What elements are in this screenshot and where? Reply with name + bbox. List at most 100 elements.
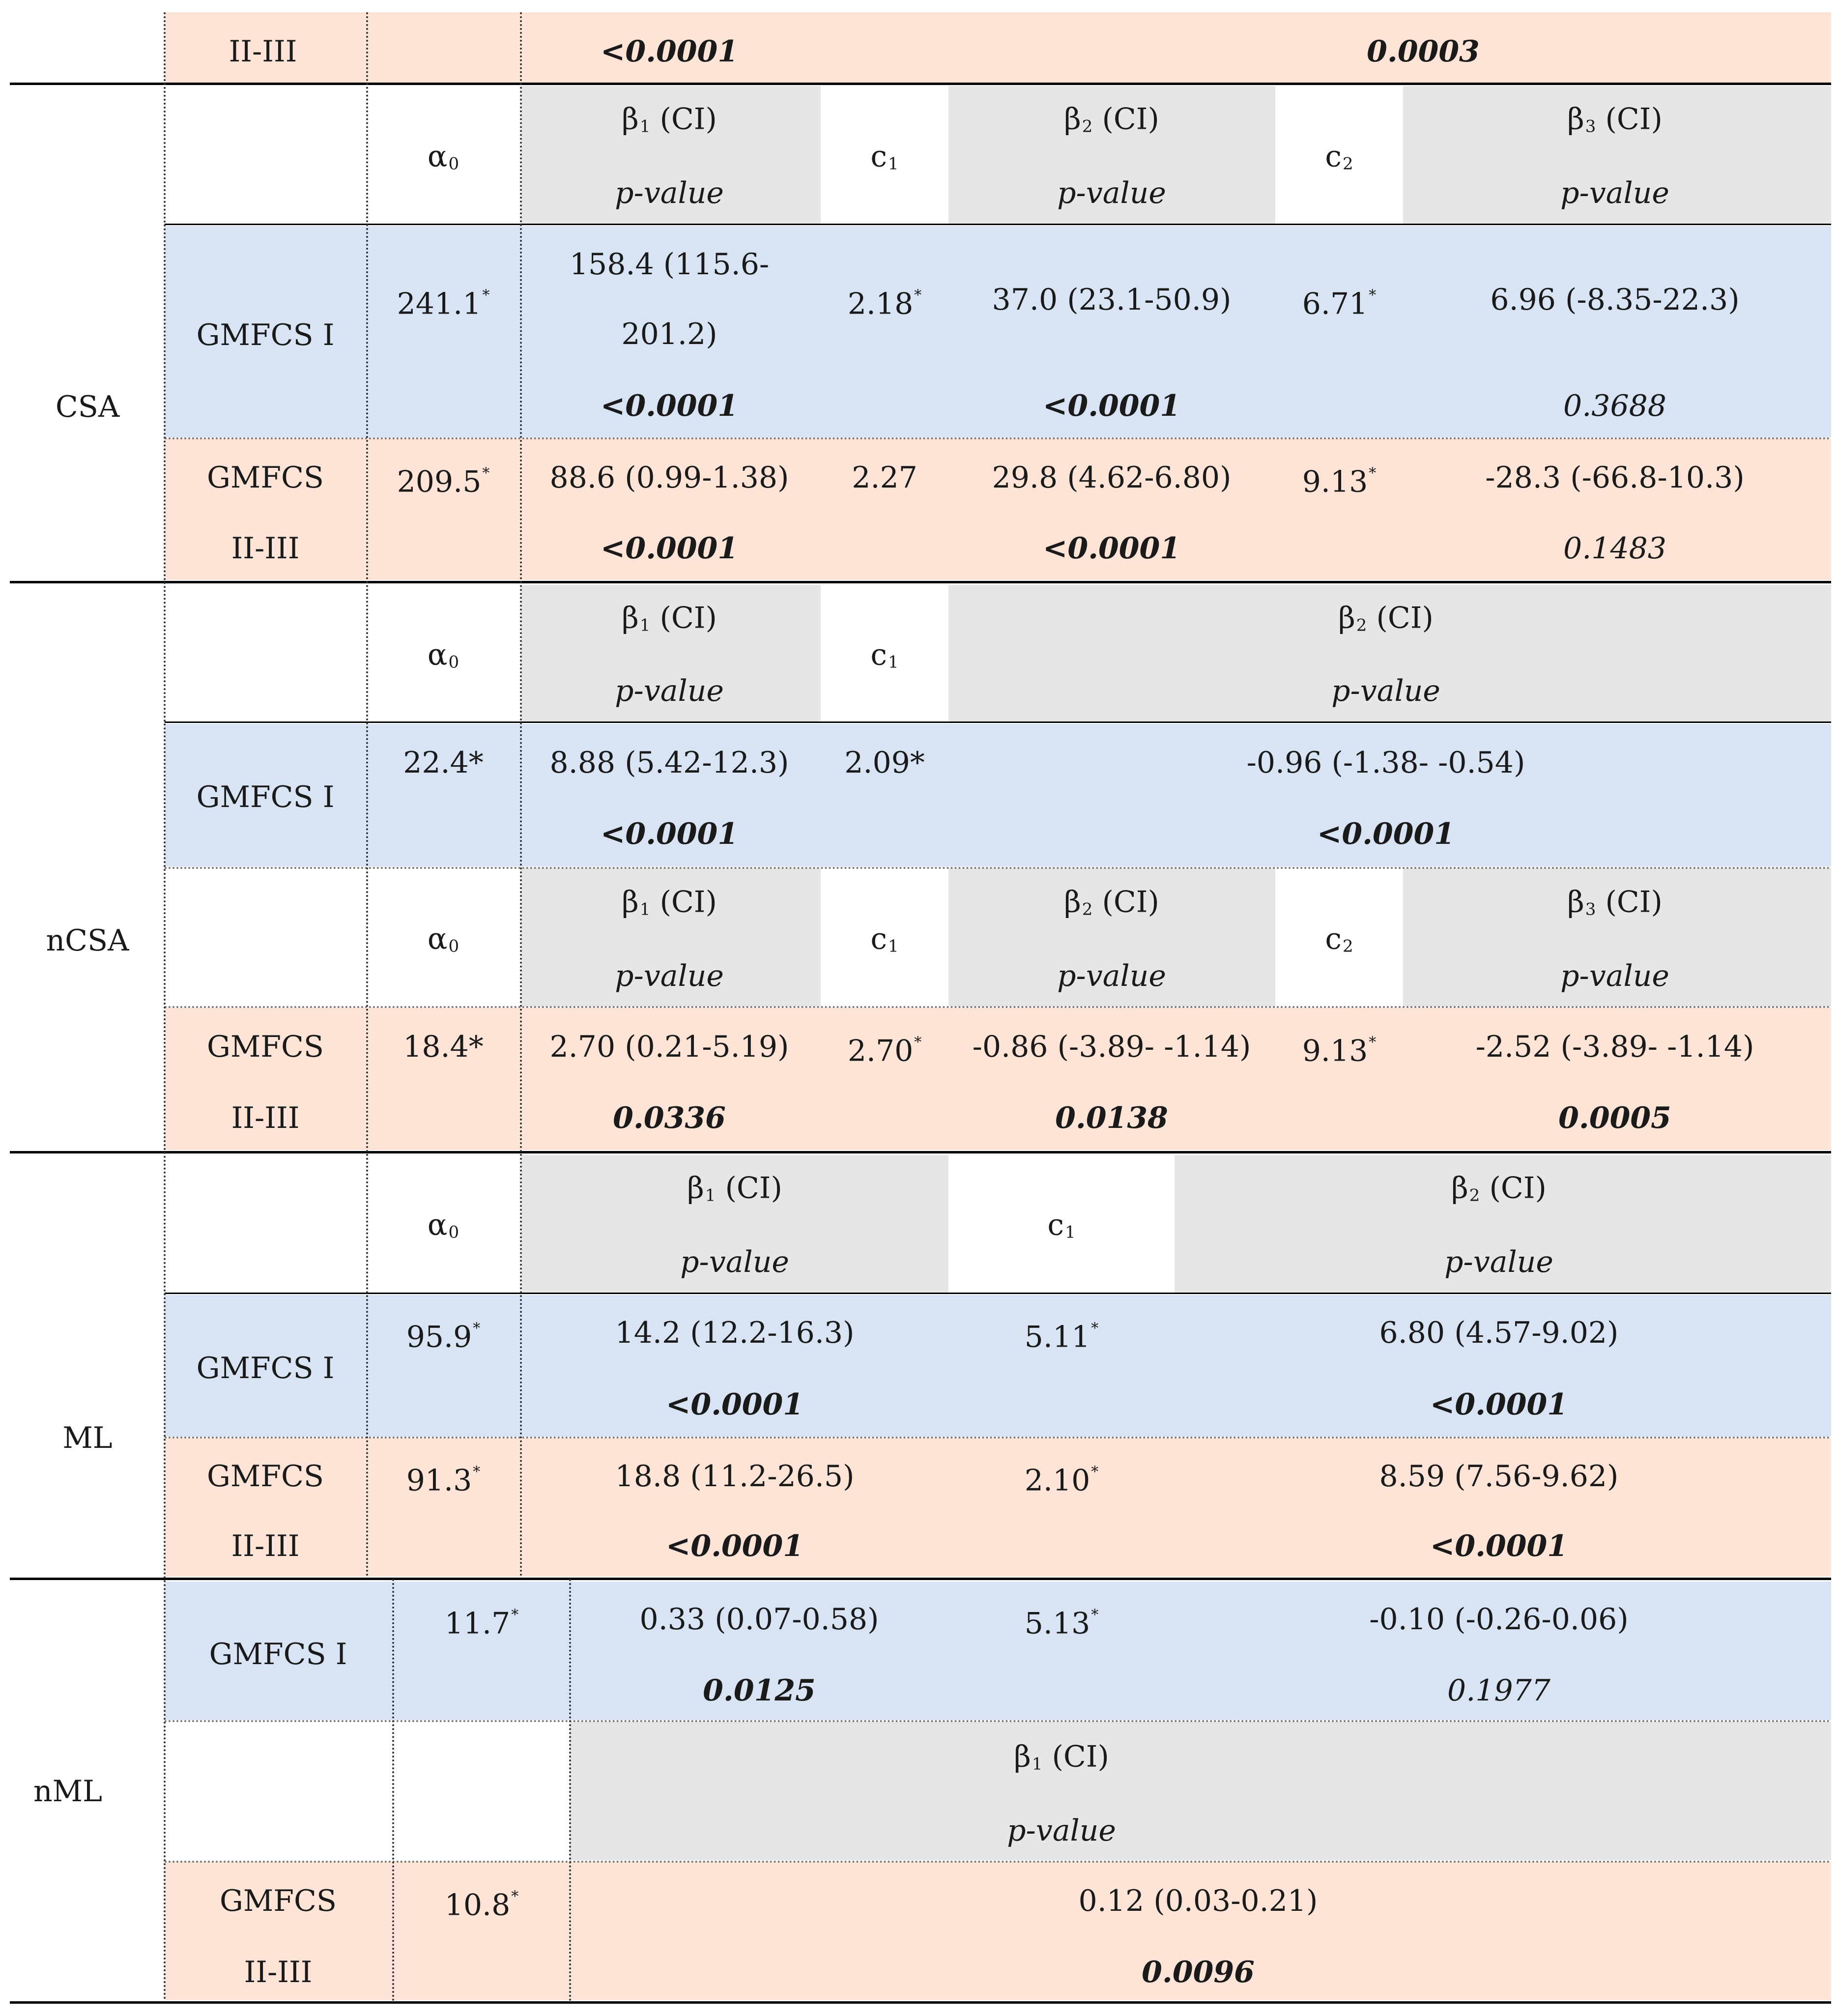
dot-nml-2 xyxy=(165,1861,1831,1863)
nml-h-bg-b1 xyxy=(570,1722,1831,1860)
ml-g23-label-b: II-III xyxy=(231,1529,300,1563)
ml-h-c1: c1 xyxy=(1047,1208,1076,1242)
measure-ncsa: nCSA xyxy=(46,923,129,958)
ml-h-bg-b1 xyxy=(521,1155,948,1294)
ncsa-h2-alpha: α0 xyxy=(427,922,459,956)
csa-g23-c1: 2.27 xyxy=(852,461,918,495)
ncsa-h2-c2: c2 xyxy=(1325,922,1353,956)
csa-g23-b3: -28.3 (-66.8-10.3) xyxy=(1485,461,1745,495)
dot-ml-g xyxy=(165,1437,1831,1439)
ncsa-h2-b3: β3 (CI) xyxy=(1567,885,1663,920)
ml-h-b2: β2 (CI) xyxy=(1451,1171,1547,1206)
ncsa-g1-b1: 8.88 (5.42-12.3) xyxy=(549,746,789,780)
rule-bottom xyxy=(10,2001,1831,2004)
rule-csa-ncsa xyxy=(10,581,1831,583)
csa-header-bg-b2 xyxy=(948,86,1275,225)
top-row-bg xyxy=(165,12,1831,84)
nml-g23-a0: 10.8* xyxy=(444,1888,519,1923)
ml-g23-p2: <0.0001 xyxy=(1430,1529,1568,1563)
ncsa-g23-bg xyxy=(165,1008,1831,1150)
ml-g23-label-a: GMFCS xyxy=(206,1459,324,1494)
rule-ncsa-h1 xyxy=(165,721,1831,723)
ncsa-g23-p1: 0.0336 xyxy=(613,1101,726,1135)
dot-ncsa-mid xyxy=(165,867,1831,869)
ncsa-g23-c2: 9.13* xyxy=(1302,1034,1377,1068)
csa-g1-c1: 2.18* xyxy=(847,287,922,321)
ml-h-p1: p-value xyxy=(680,1245,789,1279)
ml-g1-b2: 6.80 (4.57-9.02) xyxy=(1379,1316,1619,1350)
vdot-col2-nml xyxy=(392,1579,394,2001)
nml-h-b1: β1 (CI) xyxy=(1014,1739,1109,1774)
csa-g1-p3: 0.3688 xyxy=(1563,389,1666,423)
ncsa-h2-p2: p-value xyxy=(1057,959,1166,993)
ml-g1-p1: <0.0001 xyxy=(666,1387,803,1422)
ncsa-g23-b2: -0.86 (-3.89- -1.14) xyxy=(972,1030,1251,1064)
rule-csa-header xyxy=(165,224,1831,225)
ml-g23-b2: 8.59 (7.56-9.62) xyxy=(1379,1459,1619,1494)
csa-h-c1: c1 xyxy=(870,139,899,174)
csa-g23-label-a: GMFCS xyxy=(206,461,324,495)
nml-h-p1: p-value xyxy=(1007,1814,1116,1848)
ml-g1-a0: 95.9* xyxy=(406,1320,481,1354)
nml-g1-p2: 0.1977 xyxy=(1447,1673,1550,1708)
ncsa-g23-b3: -2.52 (-3.89- -1.14) xyxy=(1475,1030,1754,1064)
ncsa-h2-bg-b1 xyxy=(521,868,821,1007)
ml-g1-p2: <0.0001 xyxy=(1430,1387,1568,1422)
ncsa-g1-p2: <0.0001 xyxy=(1317,817,1455,851)
ncsa-h1-p1: p-value xyxy=(615,674,724,708)
ml-g1-c1: 5.11* xyxy=(1024,1320,1099,1354)
ml-g23-p1: <0.0001 xyxy=(666,1529,803,1563)
vdot-col1 xyxy=(164,12,166,2001)
top-group-label: II-III xyxy=(229,34,297,69)
csa-g23-c2: 9.13* xyxy=(1302,464,1377,499)
ncsa-g1-label: GMFCS I xyxy=(196,780,335,814)
ncsa-h1-alpha: α0 xyxy=(427,637,459,672)
csa-h-p3: p-value xyxy=(1560,176,1669,210)
csa-g23-bg xyxy=(165,438,1831,580)
csa-g1-p1: <0.0001 xyxy=(601,389,738,423)
csa-header-bg-b1 xyxy=(521,86,821,225)
rule-top-csa xyxy=(10,83,1831,85)
ncsa-g1-p1: <0.0001 xyxy=(601,817,738,851)
ncsa-g23-p3: 0.0005 xyxy=(1558,1101,1671,1135)
vdot-col3-upper xyxy=(520,12,522,1578)
csa-g1-b3: 6.96 (-8.35-22.3) xyxy=(1490,283,1740,317)
vdot-col2-upper xyxy=(366,12,368,1578)
ml-h-p2: p-value xyxy=(1444,1245,1553,1279)
ncsa-g23-label-b: II-III xyxy=(231,1101,300,1135)
rule-ml-header xyxy=(165,1293,1831,1294)
csa-h-p1: p-value xyxy=(615,176,724,210)
csa-g1-b1a: 158.4 (115.6- xyxy=(569,247,770,282)
csa-g23-b1: 88.6 (0.99-1.38) xyxy=(549,461,789,495)
dot-nml-1 xyxy=(165,1720,1831,1722)
rule-ml-nml xyxy=(10,1578,1831,1580)
csa-g23-p2: <0.0001 xyxy=(1043,531,1180,566)
ml-h-bg-b2 xyxy=(1175,1155,1831,1294)
csa-h-alpha: α0 xyxy=(427,139,459,174)
ml-h-alpha: α0 xyxy=(427,1208,459,1242)
ncsa-h2-p1: p-value xyxy=(615,959,724,993)
nml-g23-p1: 0.0096 xyxy=(1142,1955,1255,1989)
dot-ncsa-h2 xyxy=(165,1006,1831,1008)
ncsa-h2-c1: c1 xyxy=(870,922,899,956)
nml-g1-b1: 0.33 (0.07-0.58) xyxy=(639,1602,879,1637)
ncsa-h2-p3: p-value xyxy=(1560,959,1669,993)
ml-g1-label: GMFCS I xyxy=(196,1351,335,1385)
nml-g1-b2: -0.10 (-0.26-0.06) xyxy=(1369,1602,1629,1637)
ncsa-h2-b1: β1 (CI) xyxy=(622,885,717,920)
csa-g1-label: GMFCS I xyxy=(196,318,335,352)
nml-g1-c1: 5.13* xyxy=(1024,1606,1099,1641)
nml-g1-p1: 0.0125 xyxy=(703,1673,816,1708)
measure-ml: ML xyxy=(62,1421,113,1455)
csa-g23-a0: 209.5* xyxy=(397,464,490,499)
ml-g1-bg xyxy=(165,1295,1831,1437)
ncsa-g1-b2: -0.96 (-1.38- -0.54) xyxy=(1246,746,1525,780)
ncsa-g1-a0: 22.4* xyxy=(403,746,484,780)
csa-g1-a0: 241.1* xyxy=(397,287,490,321)
csa-g1-c2: 6.71* xyxy=(1302,287,1377,321)
ncsa-h2-b2: β2 (CI) xyxy=(1064,885,1159,920)
ncsa-g23-label-a: GMFCS xyxy=(206,1030,324,1064)
ncsa-h2-bg-b2 xyxy=(948,868,1275,1007)
measure-csa: CSA xyxy=(55,390,120,424)
ncsa-h1-b1: β1 (CI) xyxy=(622,601,717,635)
